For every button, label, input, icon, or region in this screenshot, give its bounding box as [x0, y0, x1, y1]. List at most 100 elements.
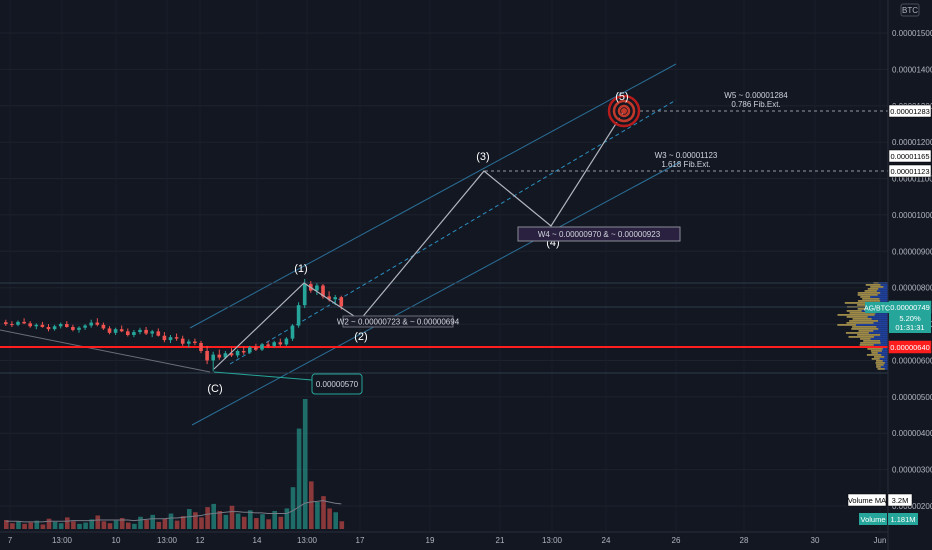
w4-text: W4 ~ 0.00000970 & ~ 0.00000923 — [538, 230, 661, 239]
time-tick-label: 17 — [356, 536, 365, 545]
candle-body[interactable] — [28, 323, 32, 327]
annotations[interactable]: 0.00000570 W2 ~ 0.00000723 & ~ 0.00000694… — [213, 91, 788, 395]
price-channel — [0, 63, 888, 426]
wave-path[interactable] — [213, 110, 625, 370]
w2-box[interactable] — [342, 315, 454, 328]
candle-body[interactable] — [180, 338, 185, 344]
candle-body[interactable] — [162, 335, 167, 341]
candle-body[interactable] — [16, 321, 20, 325]
time-tick-label: 21 — [496, 536, 505, 545]
volume-bar — [4, 519, 9, 529]
candle-body[interactable] — [4, 322, 8, 325]
candle-body[interactable] — [254, 347, 258, 350]
price-tag-text: 0.00000749 — [890, 303, 930, 312]
candle-body[interactable] — [22, 321, 26, 324]
price-tick-label: 0.00001400 — [892, 65, 932, 74]
candle-body[interactable] — [199, 342, 203, 352]
candle-body[interactable] — [333, 297, 337, 300]
volume-bar — [296, 428, 302, 529]
time-tick-label: 26 — [672, 536, 681, 545]
candle-body[interactable] — [229, 353, 234, 356]
candle-body[interactable] — [71, 326, 75, 330]
profile-row-gold — [857, 292, 881, 294]
w4-box[interactable] — [517, 226, 681, 242]
candle-body[interactable] — [107, 328, 112, 333]
candle-body[interactable] — [126, 331, 130, 335]
profile-row-gold — [876, 366, 881, 368]
candle-body[interactable] — [52, 326, 57, 330]
candle-body[interactable] — [272, 342, 276, 346]
candle-body[interactable] — [327, 296, 331, 300]
candle-body[interactable] — [321, 285, 325, 297]
time-axis[interactable]: 7 13:00 10 13:00 12 14 13:00 17 19 21 13:00 24 26 28 3… — [8, 536, 887, 545]
candle-body[interactable] — [77, 327, 81, 330]
channel-upper — [189, 63, 677, 329]
volume-bar — [10, 523, 15, 529]
volume-bar — [321, 496, 326, 529]
volume-bar — [113, 520, 119, 529]
volume-bar — [248, 510, 253, 529]
candle-body[interactable] — [284, 338, 289, 345]
volume-bar — [217, 510, 223, 529]
candle-body[interactable] — [260, 344, 264, 350]
profile-row-gold — [874, 356, 885, 358]
candle-body[interactable] — [302, 284, 307, 306]
volume-bar — [28, 522, 33, 529]
candle-body[interactable] — [248, 347, 252, 353]
profile-row-gold — [871, 358, 880, 360]
candle-body[interactable] — [150, 331, 154, 334]
candle-body[interactable] — [132, 332, 136, 335]
profile-row-gold — [857, 294, 878, 296]
candle-body[interactable] — [40, 324, 45, 327]
candle-body[interactable] — [156, 331, 161, 336]
target-icon — [617, 104, 631, 118]
candle-body[interactable] — [241, 351, 246, 353]
volume-bar — [290, 487, 296, 529]
candle-body[interactable] — [278, 342, 283, 345]
candle-body[interactable] — [138, 329, 142, 333]
w3-text-1: W3 ~ 0.00001123 — [655, 151, 718, 160]
candle-body[interactable] — [144, 329, 148, 334]
candle-body[interactable] — [290, 325, 295, 339]
currency-badge[interactable] — [900, 3, 920, 17]
candle-body[interactable] — [205, 351, 209, 361]
candle-body[interactable] — [339, 297, 344, 307]
candle-body[interactable] — [193, 341, 197, 343]
profile-row-gold — [860, 342, 881, 344]
candle-body[interactable] — [34, 324, 39, 327]
candle-body[interactable] — [266, 344, 270, 346]
candle-body[interactable] — [95, 322, 100, 325]
candle-body[interactable] — [315, 285, 319, 291]
candle-body[interactable] — [296, 305, 301, 326]
price-tag — [888, 149, 932, 163]
candle-body[interactable] — [101, 324, 106, 329]
candle-body[interactable] — [223, 353, 228, 358]
candle-body[interactable] — [46, 326, 51, 330]
candle-body[interactable] — [211, 354, 215, 361]
candle-body[interactable] — [65, 324, 69, 327]
price-axis-panel[interactable] — [888, 0, 932, 550]
candle-body[interactable] — [217, 354, 222, 358]
candle-body[interactable] — [89, 322, 93, 326]
time-tick-label: 13:00 — [157, 536, 178, 545]
volume-bar — [138, 516, 143, 529]
volume-bar — [278, 516, 284, 529]
profile-row-gold — [876, 364, 884, 366]
candle-body[interactable] — [10, 324, 14, 326]
candle-body[interactable] — [58, 324, 63, 327]
candle-body[interactable] — [168, 337, 173, 341]
candle-body[interactable] — [235, 351, 240, 356]
volume-legend: Volume 1.181M — [859, 513, 918, 525]
change-pct: 5.20% — [899, 314, 921, 323]
low-box[interactable] — [311, 373, 363, 395]
candle-body[interactable] — [174, 337, 179, 339]
candle-body[interactable] — [119, 329, 124, 332]
candle-body[interactable] — [113, 329, 118, 333]
candle-body[interactable] — [187, 341, 191, 344]
elliott-wave-projection[interactable]: (C)(1)(2)(3)(4)(5) — [207, 91, 641, 395]
candles[interactable] — [4, 278, 344, 372]
price-tick-label: 0.00000500 — [892, 393, 932, 402]
last-price-info — [889, 313, 931, 333]
candle-body[interactable] — [83, 325, 87, 328]
